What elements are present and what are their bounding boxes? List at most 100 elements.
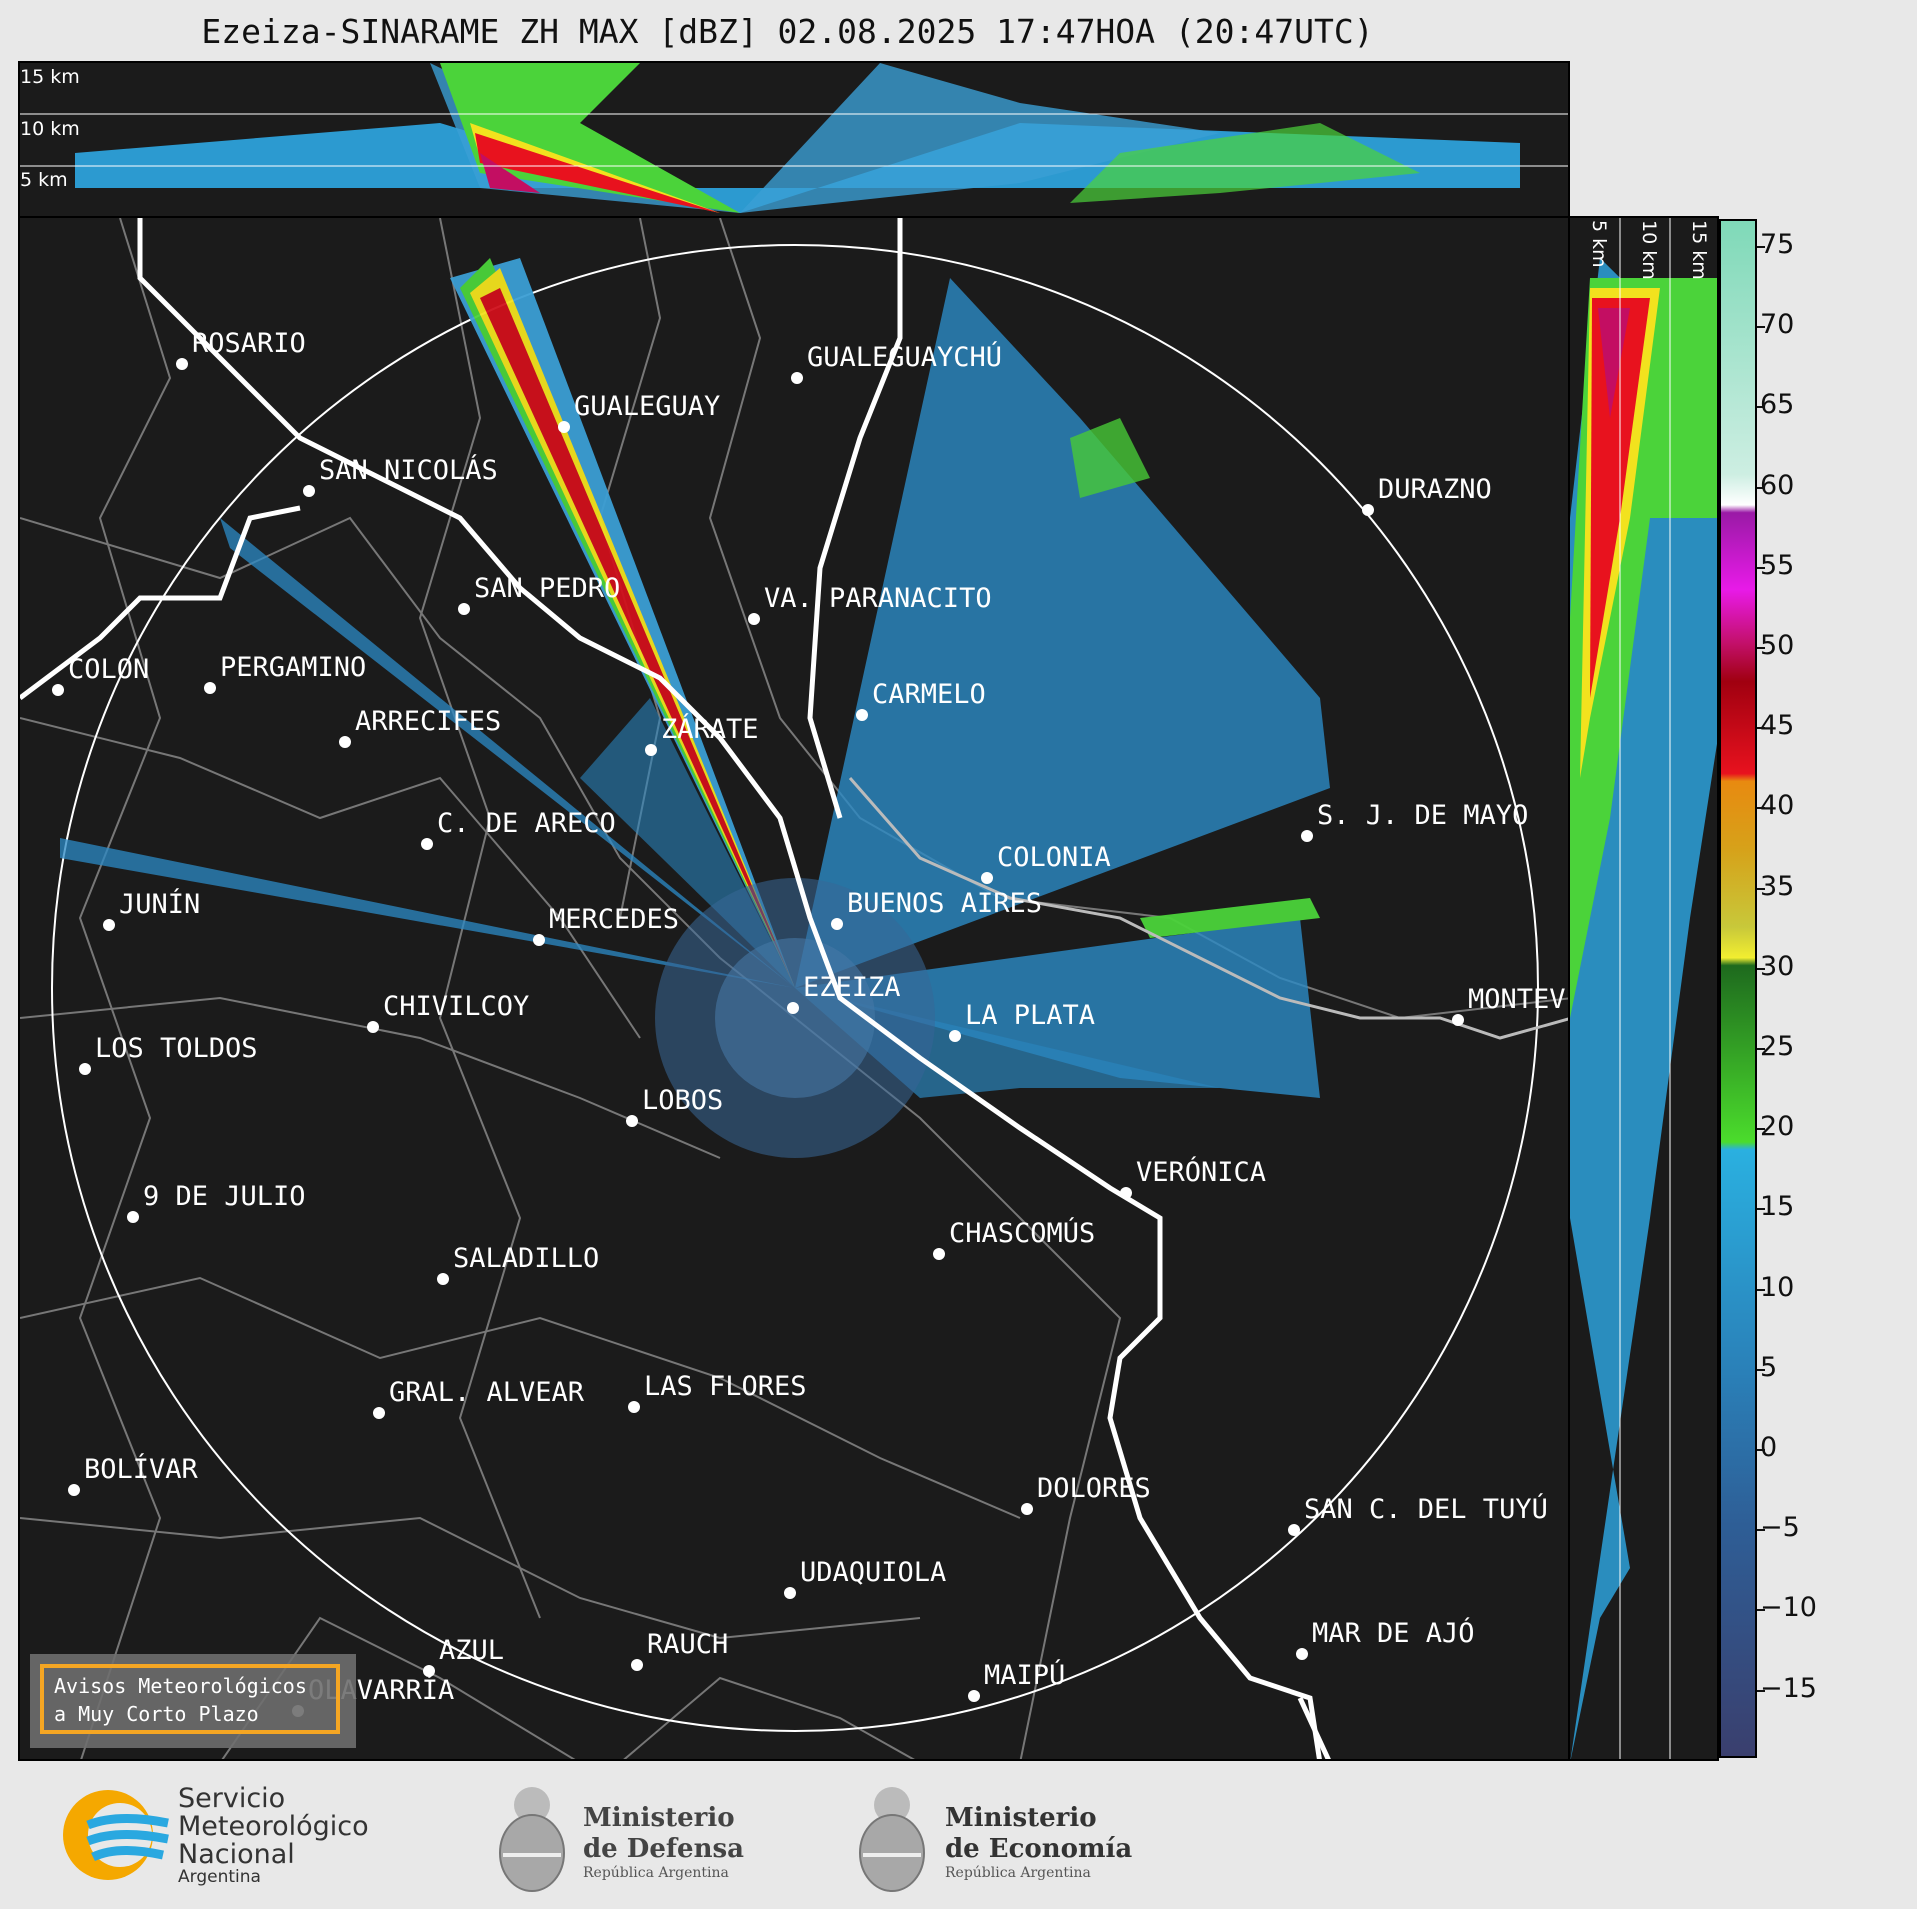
colorbar-tick-mark [1757,566,1765,569]
colorbar-tick-label: −5 [1760,1512,1800,1544]
city-label: PERGAMINO [220,652,367,683]
colorbar-tick-label: 75 [1760,229,1795,260]
city-label: CHASCOMÚS [949,1218,1096,1249]
colorbar [1719,219,1757,1758]
city-label: MAIPÚ [984,1660,1066,1691]
side-height-profile: 5 km 10 km 15 km [1568,216,1719,1761]
city-label: LOS TOLDOS [95,1033,258,1064]
height-label: 10 km [20,118,80,140]
city-dot [1296,1648,1308,1660]
city-dot [1452,1014,1464,1026]
city-dot [176,358,188,370]
city-dot [787,1002,799,1014]
colorbar-tick-mark [1757,1208,1765,1211]
colorbar-tick-mark [1757,406,1765,409]
city-label: DOLORES [1037,1473,1151,1504]
city-dot [339,736,351,748]
city-dot [1301,830,1313,842]
defensa-line1: Ministerio [583,1803,735,1833]
height-label: 5 km [20,169,68,191]
city-label: AZUL [439,1635,505,1666]
city-label: RAUCH [647,1629,729,1660]
colorbar-tick-mark [1757,246,1765,248]
city-label: GUALEGUAYCHÚ [807,342,1003,373]
colorbar-tick-label: 65 [1760,389,1795,421]
colorbar-tick-label: 30 [1760,950,1795,982]
city-label: UDAQUIOLA [800,1557,947,1588]
colorbar-tick-label: −10 [1760,1592,1817,1624]
colorbar-tick-mark [1757,1529,1765,1532]
warning-line1: Avisos Meteorológicos [54,1674,307,1698]
height-label: 10 km [1638,220,1660,280]
city-dot [421,838,433,850]
city-dot [52,684,64,696]
city-label: MONTEVIDEO [1468,984,1568,1015]
city-dot [631,1659,643,1671]
city-label: ZÁRATE [661,714,759,745]
city-dot [831,918,843,930]
defensa-line2: de Defensa [583,1834,744,1864]
city-label: LAS FLORES [644,1371,807,1402]
height-label: 15 km [1688,220,1710,280]
colorbar-tick-label: 35 [1760,870,1795,902]
city-dot [367,1021,379,1033]
city-label: DURAZNO [1378,474,1492,505]
colorbar-tick-label: 70 [1760,309,1795,341]
top-height-profile: 15 km 10 km 5 km [18,61,1570,218]
city-label: BOLÍVAR [84,1454,198,1485]
colorbar-tick-label: 5 [1760,1351,1778,1383]
colorbar-tick-label: 0 [1760,1432,1778,1463]
city-label: COLONIA [997,842,1111,873]
city-dot [968,1690,980,1702]
city-dot [79,1063,91,1075]
city-dot [791,372,803,384]
city-label: LA PLATA [965,1000,1096,1031]
height-label: 15 km [20,66,80,88]
city-dot [949,1030,961,1042]
city-label: ARRECIFES [355,706,502,737]
colorbar-tick-mark [1757,326,1765,329]
colorbar-tick-mark [1757,727,1765,730]
colorbar-tick-label: −15 [1760,1672,1817,1704]
city-dot [127,1211,139,1223]
city-label: SAN C. DEL TUYÚ [1304,1494,1548,1525]
city-dot [784,1587,796,1599]
colorbar-tick-label: 25 [1760,1031,1795,1062]
city-dot [533,934,545,946]
city-dot [628,1401,640,1413]
city-label: SALADILLO [453,1243,600,1274]
city-dot [748,613,760,625]
smn-line3: Nacional [178,1839,295,1870]
page-title: Ezeiza-SINARAME ZH MAX [dBZ] 02.08.2025 … [201,12,1374,51]
city-label: ROSARIO [192,328,306,359]
city-dot [103,919,115,931]
city-dot [423,1665,435,1677]
economia-line2: de Economía [945,1834,1133,1864]
colorbar-tick-mark [1757,1368,1765,1371]
city-dot [933,1248,945,1260]
colorbar-tick-mark [1757,1449,1765,1451]
city-dot [981,872,993,884]
warning-badge[interactable]: Avisos Meteorológicos a Muy Corto Plazo [30,1654,356,1748]
city-label: 9 DE JULIO [143,1181,306,1212]
colorbar-tick-mark [1757,807,1765,810]
defensa-line3: República Argentina [583,1865,729,1881]
colorbar-tick-mark [1757,1048,1765,1050]
city-label: VA. PARANACITO [764,583,992,614]
city-label: SAN PEDRO [474,573,621,604]
colorbar-tick-mark [1757,486,1765,489]
city-label: MERCEDES [549,904,680,935]
city-dot [68,1484,80,1496]
city-dot [626,1115,638,1127]
colorbar-tick-mark [1757,1609,1765,1612]
colorbar-tick-label: 55 [1760,549,1795,581]
colorbar-tick-mark [1757,1288,1765,1291]
city-dot [856,709,868,721]
colorbar-tick-label: 50 [1760,630,1795,661]
colorbar-tick-mark [1757,967,1765,970]
city-dot [458,603,470,615]
city-label: GRAL. ALVEAR [389,1377,585,1408]
city-label: S. J. DE MAYO [1317,800,1529,831]
city-label: EZEIZA [803,972,901,1003]
city-label: VERÓNICA [1136,1157,1267,1188]
